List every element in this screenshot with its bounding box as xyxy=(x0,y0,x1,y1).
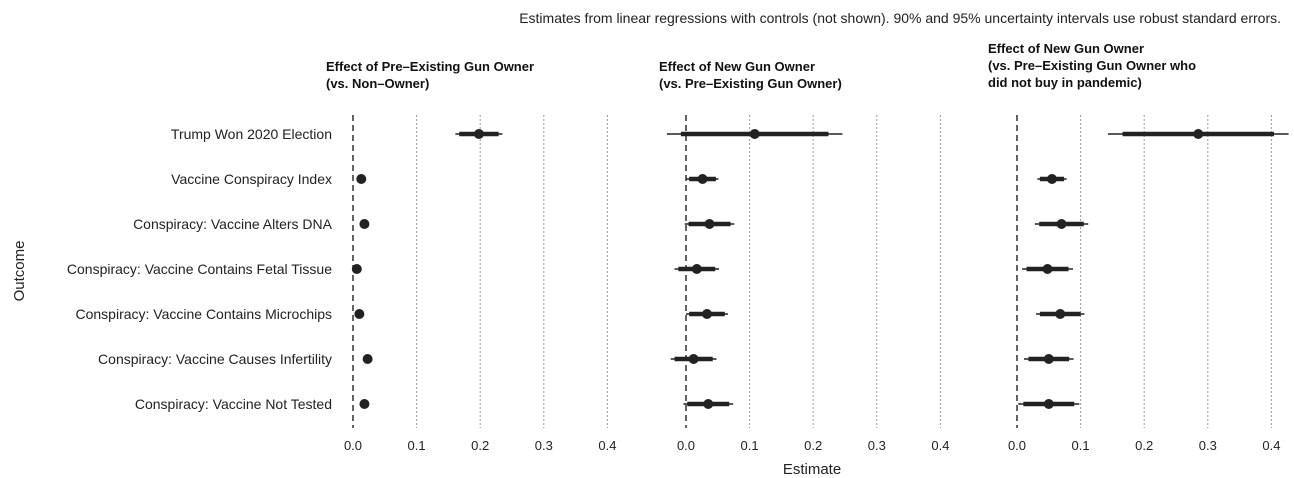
estimate-point xyxy=(1193,129,1204,139)
category-label: Conspiracy: Vaccine Contains Fetal Tissu… xyxy=(67,261,332,277)
panel-title-line: (vs. Pre–Existing Gun Owner who xyxy=(988,58,1196,73)
estimate-point xyxy=(1046,174,1057,184)
estimate-point xyxy=(1056,219,1067,229)
estimate-point xyxy=(697,174,708,184)
category-label: Conspiracy: Vaccine Alters DNA xyxy=(133,216,333,232)
x-tick-label: 0.4 xyxy=(1262,438,1280,453)
x-tick-label: 0.4 xyxy=(598,438,616,453)
x-tick-label: 0.0 xyxy=(677,438,695,453)
estimate-point xyxy=(703,399,714,409)
x-tick-label: 0.2 xyxy=(471,438,489,453)
panel: Effect of New Gun Owner (vs. Pre–Existing… xyxy=(988,41,1289,453)
x-tick-label: 0.1 xyxy=(408,438,426,453)
panel-title-line: Effect of Pre–Existing Gun Owner xyxy=(326,59,534,74)
x-tick-label: 0.3 xyxy=(535,438,553,453)
x-tick-label: 0.4 xyxy=(931,438,949,453)
estimate-point xyxy=(351,264,362,274)
estimate-point xyxy=(1043,354,1054,364)
category-label: Vaccine Conspiracy Index xyxy=(171,171,332,187)
estimate-point xyxy=(1043,399,1054,409)
panel-title-line: (vs. Pre–Existing Gun Owner) xyxy=(659,76,842,91)
panel-title-line: Effect of New Gun Owner xyxy=(988,41,1144,56)
estimate-point xyxy=(701,309,712,319)
panel-title-line: did not buy in pandemic) xyxy=(988,75,1142,90)
estimate-point xyxy=(354,309,365,319)
panel-title-line: (vs. Non–Owner) xyxy=(326,76,429,91)
x-tick-label: 0.3 xyxy=(868,438,886,453)
x-tick-label: 0.1 xyxy=(741,438,759,453)
x-tick-label: 0.1 xyxy=(1072,438,1090,453)
x-tick-label: 0.2 xyxy=(1135,438,1153,453)
category-label: Conspiracy: Vaccine Causes Infertility xyxy=(98,351,332,367)
x-tick-label: 0.3 xyxy=(1199,438,1217,453)
y-axis-title: Outcome xyxy=(11,241,28,302)
estimate-point xyxy=(691,264,702,274)
category-label: Conspiracy: Vaccine Contains Microchips xyxy=(75,306,332,322)
estimate-point xyxy=(356,174,367,184)
panel: Effect of Pre–Existing Gun Owner (vs. Non… xyxy=(326,59,616,453)
estimate-point xyxy=(749,129,760,139)
estimate-point xyxy=(473,129,484,139)
panel: Effect of New Gun Owner (vs. Pre–Existing… xyxy=(659,59,949,453)
estimate-point xyxy=(1042,264,1053,274)
estimate-point xyxy=(688,354,699,364)
panel-title: Effect of New Gun Owner (vs. Pre–Existing… xyxy=(659,59,842,91)
estimate-point xyxy=(359,219,370,229)
estimate-point xyxy=(362,354,373,364)
panel-title-line: Effect of New Gun Owner xyxy=(659,59,815,74)
x-tick-label: 0.0 xyxy=(1008,438,1026,453)
estimate-point xyxy=(359,399,370,409)
category-label: Trump Won 2020 Election xyxy=(171,126,332,142)
panel-title: Effect of Pre–Existing Gun Owner (vs. Non… xyxy=(326,59,534,91)
category-label: Conspiracy: Vaccine Not Tested xyxy=(135,396,332,412)
x-axis-title: Estimate xyxy=(783,461,841,478)
estimate-point xyxy=(1055,309,1066,319)
panel-title: Effect of New Gun Owner (vs. Pre–Existing… xyxy=(988,41,1196,90)
category-labels: Trump Won 2020 Election Vaccine Conspirac… xyxy=(67,126,333,412)
x-tick-label: 0.2 xyxy=(804,438,822,453)
x-tick-label: 0.0 xyxy=(344,438,362,453)
estimate-point xyxy=(704,219,715,229)
chart-subtitle: Estimates from linear regressions with c… xyxy=(519,10,1281,26)
panels: Effect of Pre–Existing Gun Owner (vs. Non… xyxy=(326,41,1289,453)
